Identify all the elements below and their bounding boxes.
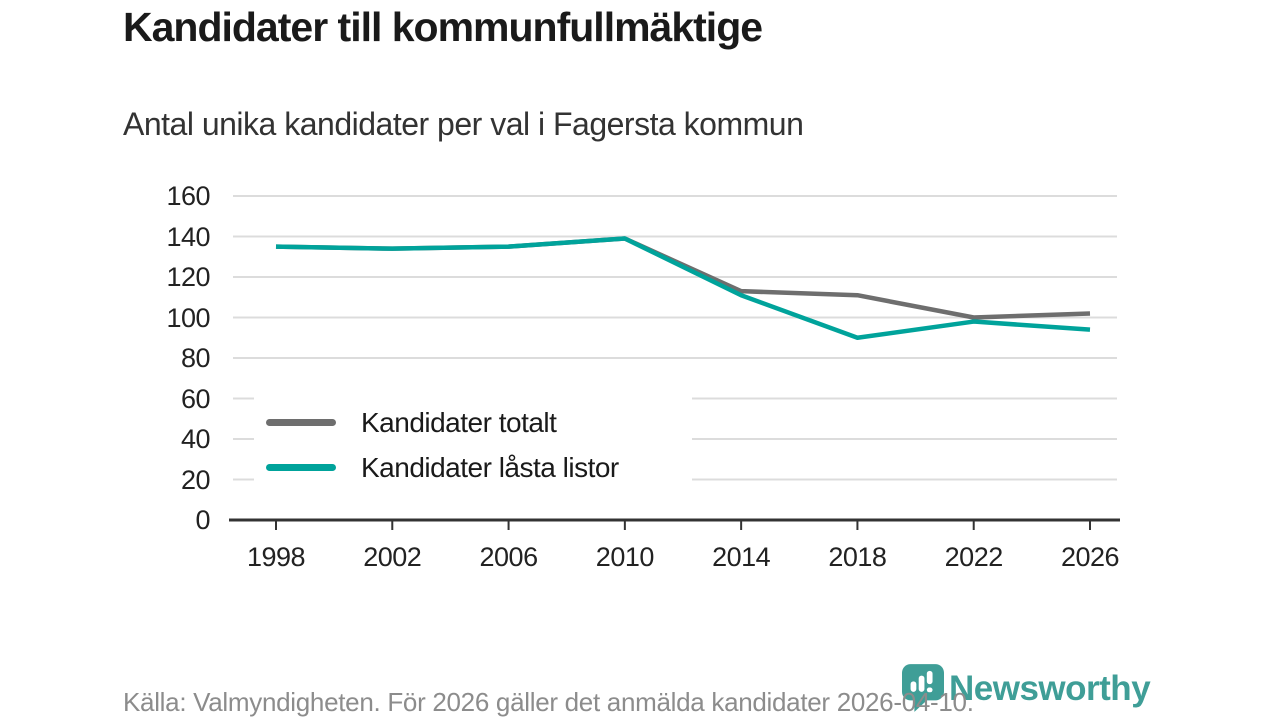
y-axis-label: 120 xyxy=(166,262,210,292)
y-axis-label: 40 xyxy=(180,424,211,454)
page-title: Kandidater till kommunfullmäktige xyxy=(123,4,763,50)
x-axis-label: 2002 xyxy=(363,542,422,572)
legend-label-locked: Kandidater låsta listor xyxy=(361,451,619,483)
y-axis-label: 100 xyxy=(166,302,210,333)
x-axis-label: 1998 xyxy=(246,542,306,572)
line-swatch-locked-icon xyxy=(266,464,336,471)
newsworthy-logo-icon xyxy=(902,664,944,712)
y-axis-label: 160 xyxy=(166,181,210,211)
newsworthy-logo-text: Newsworthy xyxy=(949,669,1151,708)
legend-item-total: Kandidater totalt xyxy=(266,400,692,445)
x-axis-label: 2006 xyxy=(479,542,539,572)
x-axis-label: 2026 xyxy=(1060,542,1120,572)
source-note: Källa: Valmyndigheten. För 2026 gäller d… xyxy=(123,687,974,717)
y-axis-label: 80 xyxy=(180,343,211,373)
legend-item-locked: Kandidater låsta listor xyxy=(266,445,692,490)
newsworthy-logo: Newsworthy xyxy=(902,664,1172,716)
x-axis-label: 2010 xyxy=(595,542,655,572)
x-axis-label: 2018 xyxy=(828,542,887,572)
chart-subtitle: Antal unika kandidater per val i Fagerst… xyxy=(123,106,804,142)
y-axis-label: 0 xyxy=(195,505,210,535)
series-line-1 xyxy=(275,236,1091,340)
legend-label-total: Kandidater totalt xyxy=(361,406,557,438)
x-axis-label: 2022 xyxy=(944,542,1004,572)
x-axis-label: 2014 xyxy=(712,542,771,572)
y-axis-label: 20 xyxy=(180,464,211,495)
y-axis-label: 140 xyxy=(166,221,210,252)
chart-legend: Kandidater totalt Kandidater låsta listo… xyxy=(254,396,692,496)
line-swatch-total-icon xyxy=(266,419,336,426)
y-axis-label: 60 xyxy=(180,383,211,414)
